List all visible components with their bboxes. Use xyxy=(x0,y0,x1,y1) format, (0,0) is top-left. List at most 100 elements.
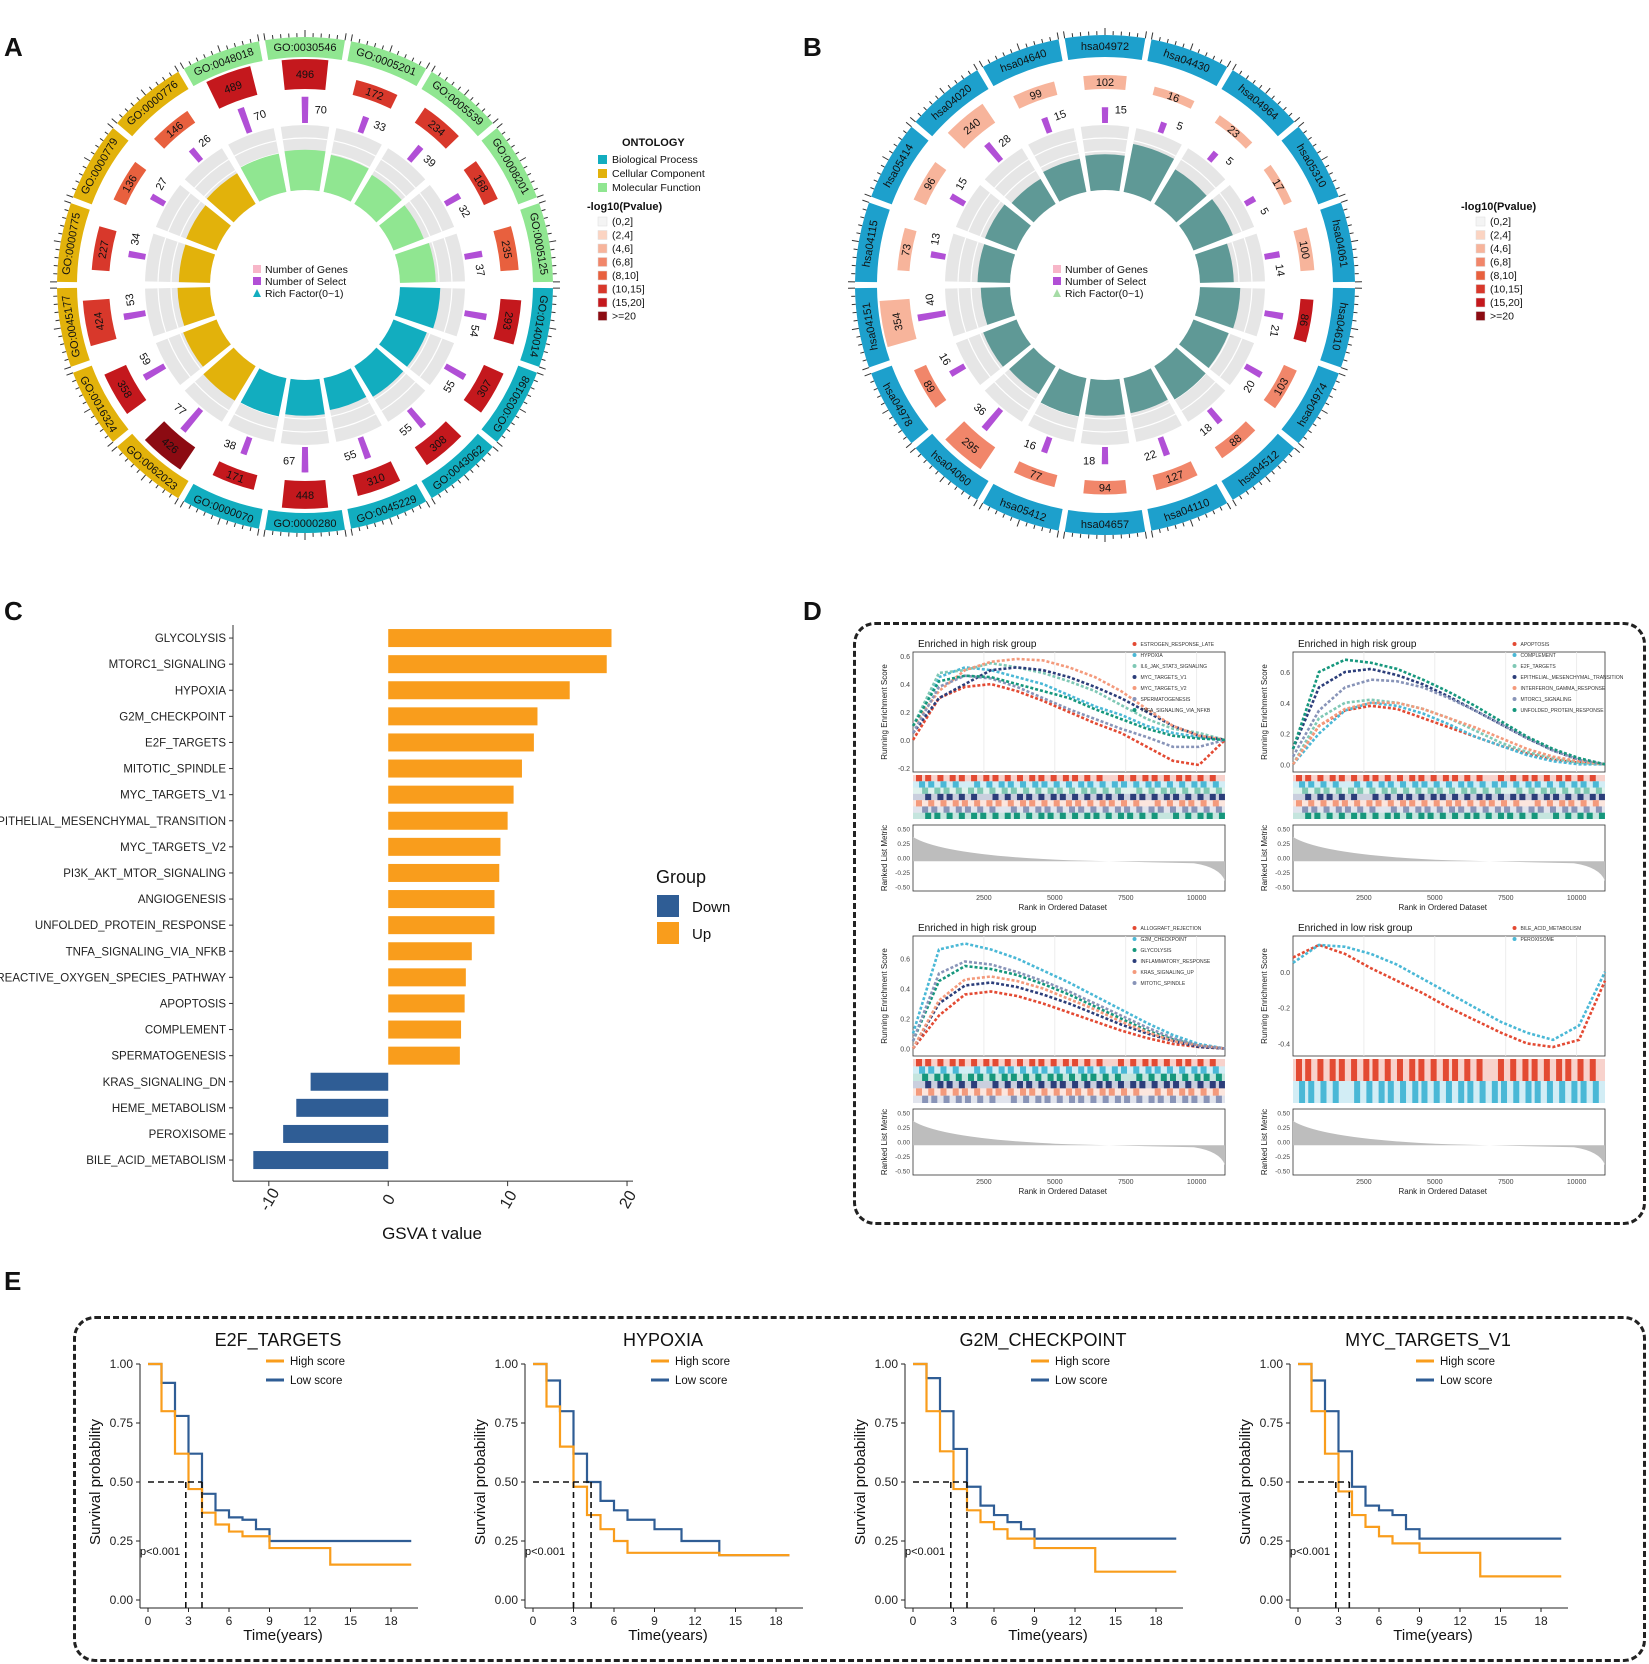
ring-tick xyxy=(1016,43,1020,51)
hit-mark xyxy=(952,1066,959,1074)
hit-mark xyxy=(1439,793,1446,801)
ring-tick xyxy=(1294,447,1301,454)
hit-mark xyxy=(986,800,993,807)
hit-mark xyxy=(1191,806,1198,813)
bar xyxy=(388,733,534,752)
select-bar xyxy=(128,250,146,260)
ring-tick xyxy=(939,87,945,94)
genes-bar xyxy=(493,226,519,272)
ring-tick xyxy=(140,89,146,96)
ring-tick xyxy=(1352,248,1357,251)
rich-bar xyxy=(240,368,287,417)
hit-mark xyxy=(940,1066,947,1074)
ring-tick xyxy=(1351,327,1359,331)
genes-value: 496 xyxy=(296,69,314,81)
hit-mark xyxy=(1302,806,1309,813)
ring-tick xyxy=(1041,526,1044,532)
x-tick-label: 2500 xyxy=(976,1179,992,1186)
legend-dot xyxy=(1132,981,1137,985)
hit-mark xyxy=(1200,1066,1207,1074)
hit-mark xyxy=(958,1059,965,1067)
genes-bar xyxy=(414,421,462,466)
genes-bar xyxy=(104,364,147,414)
hit-mark xyxy=(1090,806,1097,813)
gsea-plots: Enriched in high risk group ESTROGEN_RESP… xyxy=(880,639,1624,1196)
term-label: GO:0008201 xyxy=(489,136,531,197)
hit-mark xyxy=(1166,1088,1173,1096)
hit-mark xyxy=(1445,1081,1452,1103)
hit-mark xyxy=(1072,775,1079,782)
hit-mark xyxy=(1421,800,1428,807)
rich-bar xyxy=(183,319,231,367)
x-tick-label: 0 xyxy=(910,1614,917,1628)
ring-segment xyxy=(520,203,553,283)
rich-grid xyxy=(1084,150,1126,154)
hit-mark xyxy=(974,800,981,807)
hit-row xyxy=(913,1088,1225,1096)
ring-tick xyxy=(470,96,474,101)
panel-label-a: A xyxy=(4,32,23,62)
hit-mark xyxy=(1185,1081,1192,1089)
ring-tick xyxy=(1158,36,1161,42)
hit-mark xyxy=(1047,787,1054,794)
hit-row xyxy=(913,1081,1225,1089)
hit-mark xyxy=(1020,781,1027,788)
x-tick-label: 6 xyxy=(991,1614,998,1628)
rich-bar xyxy=(186,205,231,251)
hit-mark xyxy=(1197,793,1204,801)
hit-mark xyxy=(922,806,929,813)
rich-bar xyxy=(177,287,216,326)
ring-tick xyxy=(543,216,548,219)
select-value: 59 xyxy=(136,351,153,368)
genes-value: 354 xyxy=(891,311,906,331)
hit-mark xyxy=(1546,1081,1553,1103)
ring-tick xyxy=(880,164,885,168)
rich-bar xyxy=(323,154,369,202)
hit-mark xyxy=(1403,806,1410,813)
hit-mark xyxy=(940,781,947,788)
hit-mark xyxy=(1406,793,1413,801)
ring-tick xyxy=(994,55,998,60)
legend-label: ESTROGEN_RESPONSE_LATE xyxy=(1141,642,1215,648)
ring-tick xyxy=(853,319,858,322)
hit-mark xyxy=(1390,806,1397,813)
y-axis-title: Survival probability xyxy=(472,1419,489,1545)
hit-mark xyxy=(983,1059,990,1067)
select-bar xyxy=(240,436,253,456)
term-label: GO:0000776 xyxy=(125,79,181,129)
hit-mark xyxy=(1114,806,1121,813)
x-tick-label: 12 xyxy=(1453,1614,1467,1628)
hit-mark xyxy=(1182,1073,1189,1081)
hit-mark xyxy=(1317,775,1324,782)
hit-mark xyxy=(1308,781,1315,788)
hit-mark xyxy=(1197,812,1204,819)
ring-tick xyxy=(78,394,83,398)
pvalue-label: (0,2] xyxy=(612,216,633,228)
rich-bar xyxy=(203,347,256,401)
hit-mark xyxy=(1528,787,1535,794)
hit-mark xyxy=(928,1066,935,1074)
metric-area xyxy=(913,837,1225,881)
genes-bar xyxy=(1083,75,1127,91)
hit-mark xyxy=(1427,787,1434,794)
rich-grid xyxy=(157,237,167,282)
hit-mark xyxy=(1182,787,1189,794)
hit-mark xyxy=(1326,793,1333,801)
ring-tick xyxy=(53,240,61,243)
hit-mark xyxy=(1041,800,1048,807)
ring-segment xyxy=(481,127,537,205)
legend-label: E2F_TARGETS xyxy=(1521,664,1557,670)
hit-mark xyxy=(1218,812,1225,819)
hit-mark xyxy=(1531,812,1538,819)
pvalue-title: -log10(Pvalue) xyxy=(587,201,663,213)
hit-mark xyxy=(1185,775,1192,782)
ring-tick xyxy=(217,45,221,53)
hit-mark xyxy=(1366,781,1373,788)
ring-tick xyxy=(994,510,998,515)
hit-mark xyxy=(1004,1059,1011,1067)
hit-mark xyxy=(958,775,965,782)
rich-grid xyxy=(443,288,453,333)
hit-mark xyxy=(955,787,962,794)
hit-mark xyxy=(1111,781,1118,788)
rich-grid xyxy=(194,158,229,189)
